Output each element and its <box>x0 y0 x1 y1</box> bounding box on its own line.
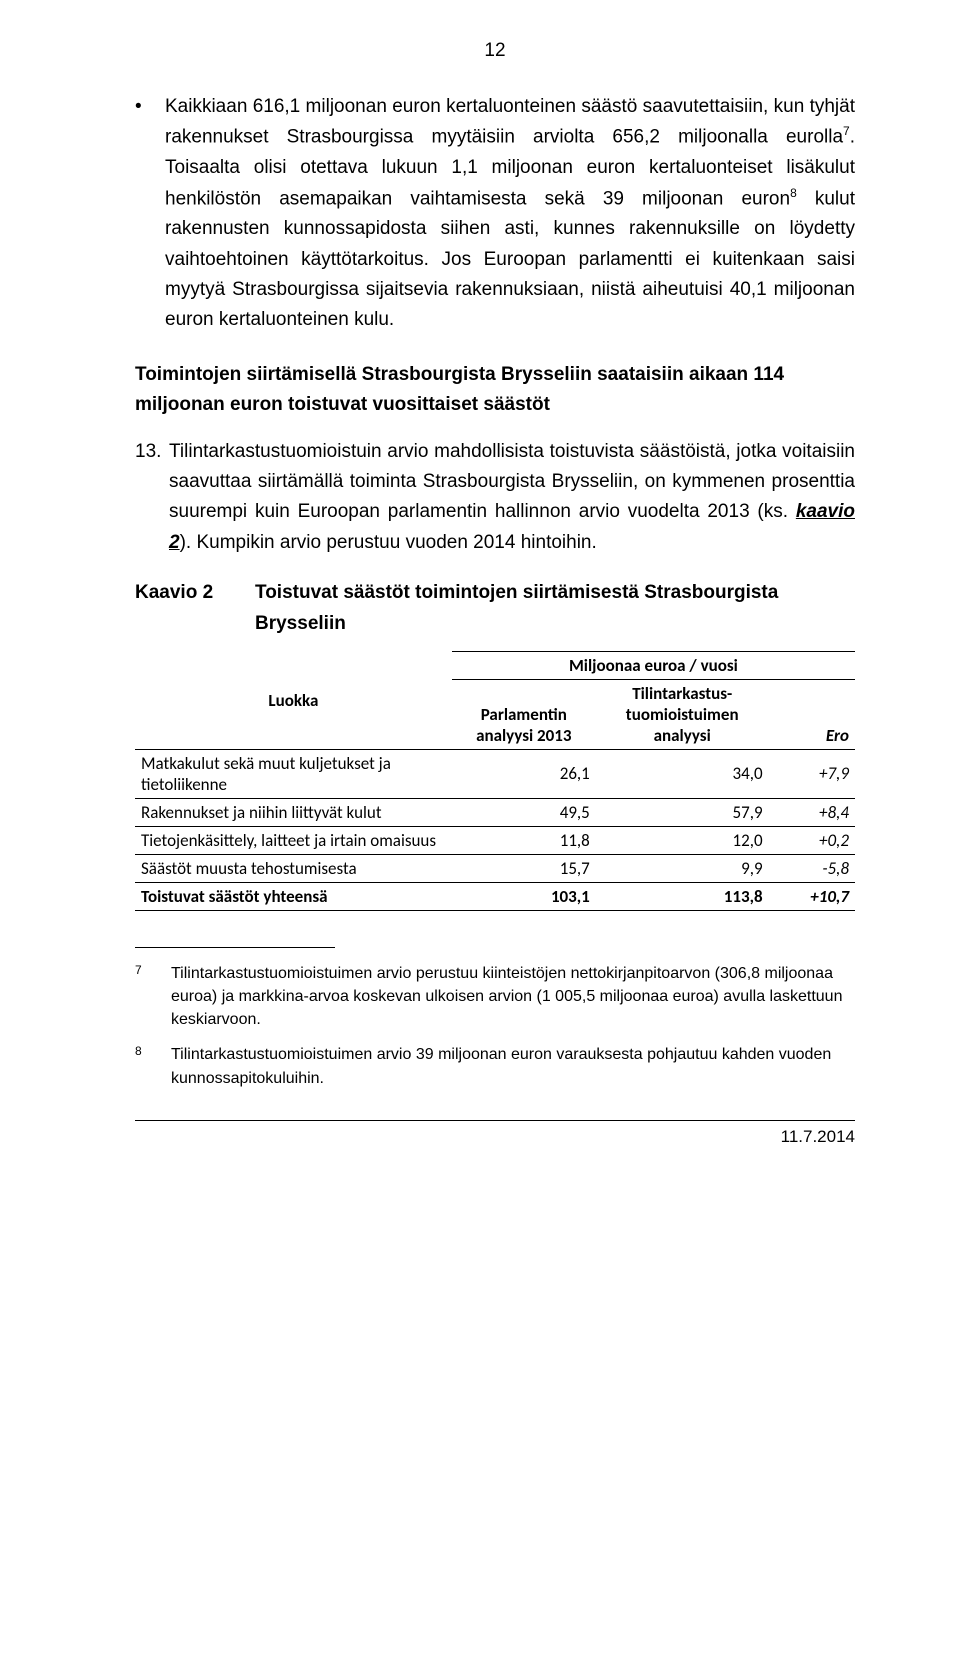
cell-v1: 11,8 <box>452 826 596 854</box>
table-total-row: Toistuvat säästöt yhteensä 103,1 113,8 +… <box>135 882 855 910</box>
cell-total-label: Toistuvat säästöt yhteensä <box>135 882 452 910</box>
bullet-paragraph: • Kaikkiaan 616,1 miljoonan euron kertal… <box>135 92 855 336</box>
footnote-separator <box>135 947 335 948</box>
cell-label: Matkakulut sekä muut kuljetukset ja tiet… <box>135 749 452 798</box>
paragraph-body: Tilintarkastustuomioistuin arvio mahdoll… <box>169 437 855 559</box>
footnote-8: 8 Tilintarkastustuomioistuimen arvio 39 … <box>135 1043 855 1089</box>
cell-v2: 34,0 <box>596 749 769 798</box>
table-row: Tietojenkäsittely, laitteet ja irtain om… <box>135 826 855 854</box>
footnote-number: 7 <box>135 962 171 1032</box>
col-ero: Ero <box>769 679 855 749</box>
footnote-text: Tilintarkastustuomioistuimen arvio 39 mi… <box>171 1043 855 1089</box>
footnote-number-text: 7 <box>135 963 142 977</box>
footnote-number-text: 8 <box>135 1044 142 1058</box>
cell-total-ero: +10,7 <box>769 882 855 910</box>
cell-v1: 15,7 <box>452 854 596 882</box>
cell-total-v1: 103,1 <box>452 882 596 910</box>
cell-label: Tietojenkäsittely, laitteet ja irtain om… <box>135 826 452 854</box>
bullet-text-3: kulut rakennusten kunnossapidosta siihen… <box>165 188 855 331</box>
cell-v2: 57,9 <box>596 798 769 826</box>
table-row: Matkakulut sekä muut kuljetukset ja tiet… <box>135 749 855 798</box>
savings-table: Luokka Miljoonaa euroa / vuosi Parlament… <box>135 651 855 911</box>
footnote-ref-8: 8 <box>790 186 797 200</box>
cell-total-v2: 113,8 <box>596 882 769 910</box>
footnote-number: 8 <box>135 1043 171 1089</box>
kaavio-title: Toistuvat säästöt toimintojen siirtämise… <box>255 578 855 639</box>
cell-v2: 12,0 <box>596 826 769 854</box>
col-luokka: Luokka <box>135 651 452 749</box>
kaavio-2-heading: Kaavio 2 Toistuvat säästöt toimintojen s… <box>135 578 855 639</box>
para13-text-b: ). Kumpikin arvio perustuu vuoden 2014 h… <box>180 532 597 553</box>
footer-date: 11.7.2014 <box>135 1127 855 1147</box>
cell-ero: +0,2 <box>769 826 855 854</box>
cell-v1: 26,1 <box>452 749 596 798</box>
cell-v1: 49,5 <box>452 798 596 826</box>
footnote-ref-7: 7 <box>843 124 850 138</box>
para13-text-a: Tilintarkastustuomioistuin arvio mahdoll… <box>169 441 855 523</box>
cell-ero: -5,8 <box>769 854 855 882</box>
kaavio-label: Kaavio 2 <box>135 578 255 639</box>
section-heading: Toimintojen siirtämisellä Strasbourgista… <box>135 360 855 421</box>
col-tilintarkastus: Tilintarkastus-tuomioistuimen analyysi <box>596 679 769 749</box>
cell-ero: +7,9 <box>769 749 855 798</box>
table-row: Rakennukset ja niihin liittyvät kulut 49… <box>135 798 855 826</box>
col-parlamentin: Parlamentin analyysi 2013 <box>452 679 596 749</box>
cell-label: Rakennukset ja niihin liittyvät kulut <box>135 798 452 826</box>
col-group: Miljoonaa euroa / vuosi <box>452 651 855 679</box>
page-number: 12 <box>135 40 855 62</box>
footnote-7: 7 Tilintarkastustuomioistuimen arvio per… <box>135 962 855 1032</box>
table-row: Säästöt muusta tehostumisesta 15,7 9,9 -… <box>135 854 855 882</box>
cell-label: Säästöt muusta tehostumisesta <box>135 854 452 882</box>
bullet-marker: • <box>135 92 165 336</box>
footnote-text: Tilintarkastustuomioistuimen arvio perus… <box>171 962 855 1032</box>
paragraph-number: 13. <box>135 437 169 559</box>
cell-ero: +8,4 <box>769 798 855 826</box>
cell-v2: 9,9 <box>596 854 769 882</box>
footer-separator <box>135 1120 855 1121</box>
paragraph-13: 13. Tilintarkastustuomioistuin arvio mah… <box>135 437 855 559</box>
bullet-text: Kaikkiaan 616,1 miljoonan euron kertaluo… <box>165 92 855 336</box>
document-page: 12 • Kaikkiaan 616,1 miljoonan euron ker… <box>0 0 960 1187</box>
bullet-text-1: Kaikkiaan 616,1 miljoonan euron kertaluo… <box>165 96 855 148</box>
